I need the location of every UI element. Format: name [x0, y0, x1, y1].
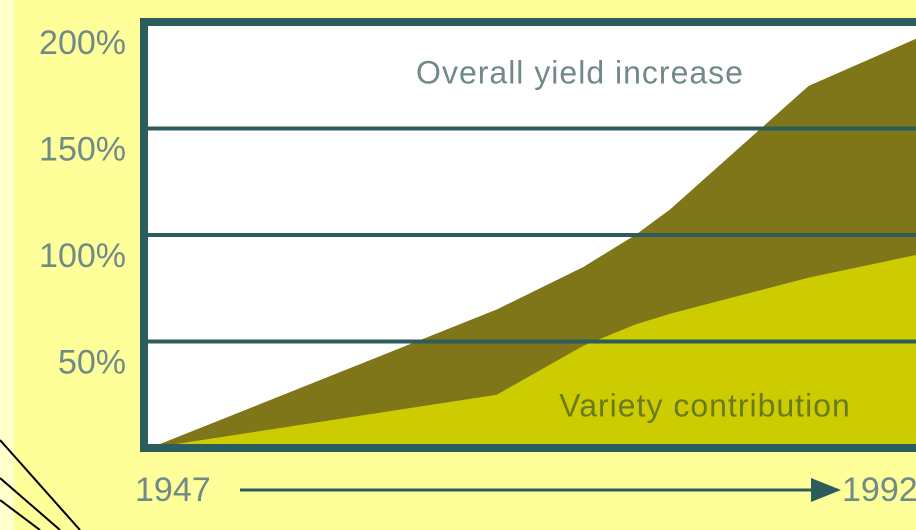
left-strip: [0, 0, 14, 530]
labels: 50% 100% 150% 200% 1947 1992 Overall yield inc…: [39, 24, 916, 509]
x-tick-label: 1947: [135, 471, 211, 509]
x-tick-label: 1992: [842, 471, 916, 509]
series-label: Variety contribution: [559, 387, 851, 423]
y-tick-label: 150%: [39, 130, 126, 168]
plot-area: [150, 38, 916, 448]
series-label: Overall yield increase: [416, 54, 744, 90]
decor-line: [0, 499, 41, 530]
decor-line: [0, 477, 61, 530]
y-tick-label: 200%: [39, 24, 126, 62]
decor-line: [0, 439, 81, 530]
y-tick-label: 50%: [58, 343, 126, 381]
plot-border: [140, 18, 916, 452]
area: [150, 254, 916, 448]
y-tick-label: 100%: [39, 237, 126, 275]
